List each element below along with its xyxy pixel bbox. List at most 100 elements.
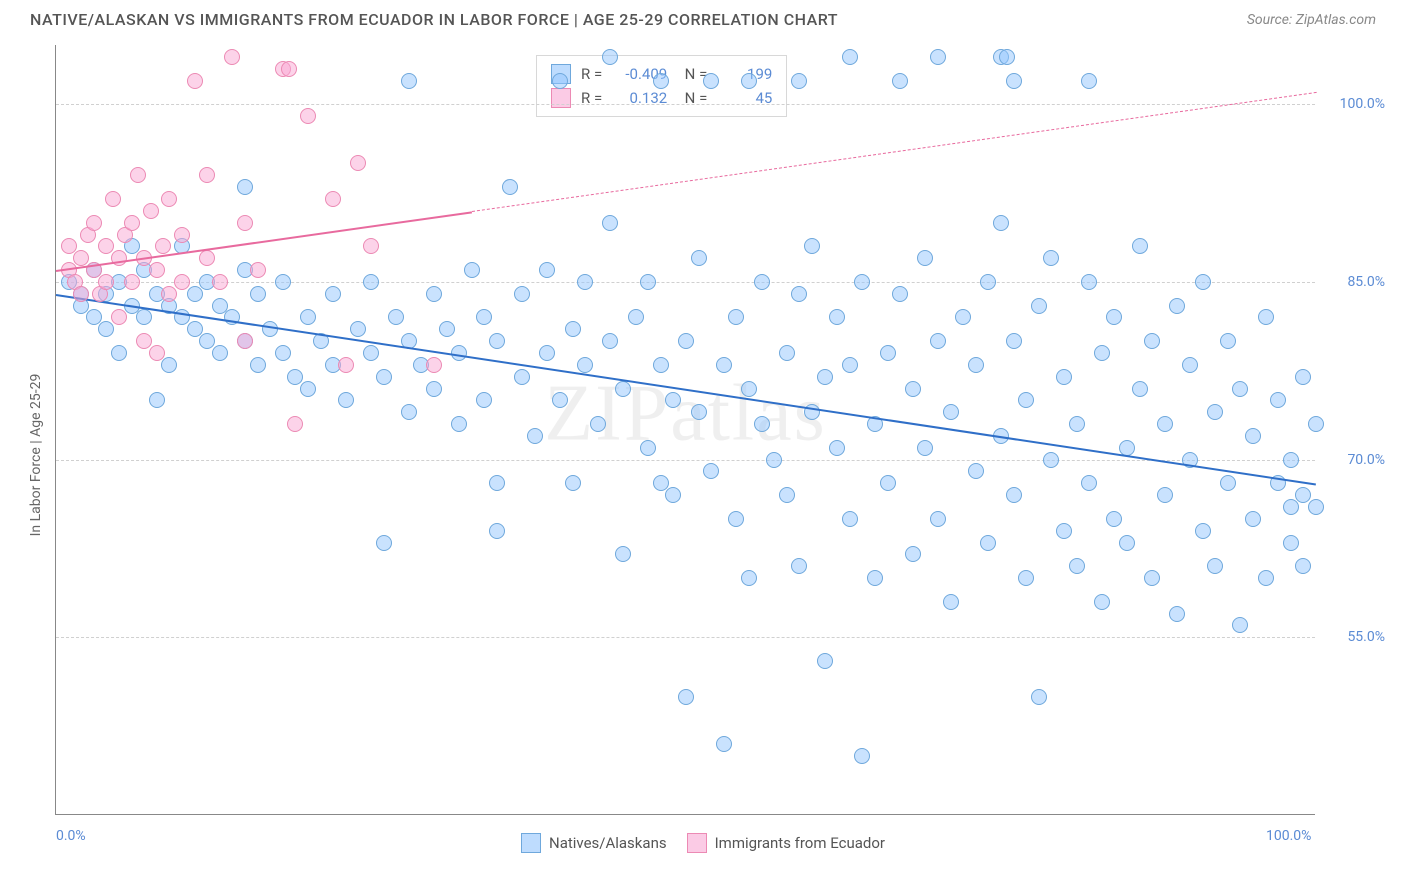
data-point [1308, 416, 1324, 432]
data-point [388, 309, 404, 325]
data-point [791, 558, 807, 574]
data-point [363, 274, 379, 290]
data-point [539, 262, 555, 278]
data-point [980, 274, 996, 290]
data-point [237, 333, 253, 349]
chart-header: NATIVE/ALASKAN VS IMMIGRANTS FROM ECUADO… [0, 0, 1406, 35]
data-point [854, 748, 870, 764]
data-point [300, 309, 316, 325]
data-point [930, 333, 946, 349]
data-point [905, 381, 921, 397]
data-point [281, 61, 297, 77]
data-point [325, 191, 341, 207]
data-point [338, 357, 354, 373]
data-point [250, 286, 266, 302]
data-point [1295, 558, 1311, 574]
data-point [817, 653, 833, 669]
data-point [161, 286, 177, 302]
data-point [476, 309, 492, 325]
chart-source: Source: ZipAtlas.com [1247, 12, 1376, 28]
data-point [325, 286, 341, 302]
data-point [262, 321, 278, 337]
data-point [716, 357, 732, 373]
data-point [1069, 558, 1085, 574]
data-point [842, 49, 858, 65]
data-point [678, 333, 694, 349]
data-point [917, 250, 933, 266]
data-point [250, 262, 266, 278]
y-tick-label: 70.0% [1347, 452, 1385, 468]
data-point [136, 309, 152, 325]
data-point [691, 404, 707, 420]
legend-item-immigrants: Immigrants from Ecuador [687, 833, 885, 853]
data-point [149, 345, 165, 361]
y-tick-label: 85.0% [1347, 274, 1385, 290]
data-point [1069, 416, 1085, 432]
legend-item-natives: Natives/Alaskans [521, 833, 667, 853]
data-point [653, 357, 669, 373]
data-point [143, 203, 159, 219]
data-point [338, 392, 354, 408]
data-point [401, 404, 417, 420]
data-point [1056, 523, 1072, 539]
data-point [665, 487, 681, 503]
legend-label: Immigrants from Ecuador [715, 834, 885, 852]
data-point [376, 535, 392, 551]
data-point [842, 357, 858, 373]
data-point [1195, 523, 1211, 539]
data-point [174, 227, 190, 243]
data-point [880, 345, 896, 361]
data-point [728, 309, 744, 325]
trend-line [56, 211, 472, 272]
legend-label: Natives/Alaskans [549, 834, 667, 852]
data-point [426, 381, 442, 397]
data-point [615, 546, 631, 562]
data-point [376, 369, 392, 385]
data-point [1308, 499, 1324, 515]
data-point [1094, 345, 1110, 361]
data-point [149, 262, 165, 278]
gridline [56, 637, 1315, 638]
data-point [930, 511, 946, 527]
data-point [1043, 250, 1059, 266]
data-point [124, 274, 140, 290]
data-point [161, 191, 177, 207]
data-point [1207, 558, 1223, 574]
data-point [1232, 617, 1248, 633]
chart-title: NATIVE/ALASKAN VS IMMIGRANTS FROM ECUADO… [30, 10, 838, 29]
data-point [1283, 535, 1299, 551]
data-point [451, 416, 467, 432]
data-point [1220, 475, 1236, 491]
data-point [1169, 606, 1185, 622]
data-point [212, 345, 228, 361]
data-point [968, 463, 984, 479]
data-point [350, 155, 366, 171]
chart-container: In Labor Force | Age 25-29 ZIPatlas R = … [0, 35, 1406, 855]
data-point [678, 689, 694, 705]
y-tick-label: 100.0% [1340, 96, 1385, 112]
data-point [1081, 73, 1097, 89]
data-point [1119, 535, 1135, 551]
data-point [892, 73, 908, 89]
data-point [779, 487, 795, 503]
data-point [829, 440, 845, 456]
data-point [804, 238, 820, 254]
data-point [1081, 475, 1097, 491]
data-point [1169, 298, 1185, 314]
data-point [105, 191, 121, 207]
y-axis-label: In Labor Force | Age 25-29 [28, 374, 44, 537]
data-point [489, 523, 505, 539]
data-point [590, 416, 606, 432]
data-point [1157, 416, 1173, 432]
data-point [1031, 689, 1047, 705]
data-point [187, 73, 203, 89]
gridline [56, 460, 1315, 461]
x-tick-label: 0.0% [56, 828, 86, 844]
data-point [1270, 392, 1286, 408]
data-point [1106, 309, 1122, 325]
data-point [439, 321, 455, 337]
data-point [817, 369, 833, 385]
data-point [880, 475, 896, 491]
data-point [829, 309, 845, 325]
data-point [130, 167, 146, 183]
